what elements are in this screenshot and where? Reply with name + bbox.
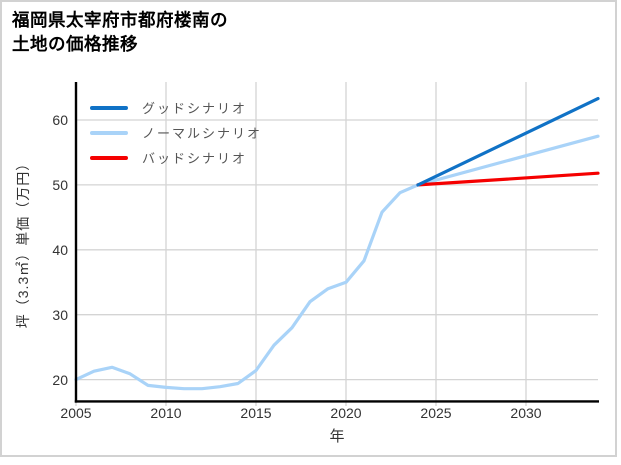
legend-swatch-normal [90,130,128,135]
series-line-good [416,96,600,187]
legend-item-normal: ノーマルシナリオ [90,120,262,145]
x-tick-2025: 2025 [420,405,452,421]
y-tick-30: 30 [52,307,68,323]
series-line-bad [416,171,600,187]
chart-title-line1: 福岡県太宰府市都府楼南の [12,10,228,30]
y-tick-40: 40 [52,242,68,258]
legend-item-bad: バッドシナリオ [90,145,262,170]
legend-swatch-good [90,105,128,110]
legend-label-bad: バッドシナリオ [142,151,248,166]
y-tick-50: 50 [52,177,68,193]
legend-swatch-bad [90,155,128,160]
x-tick-2005: 2005 [60,405,92,421]
x-tick-2015: 2015 [240,405,272,421]
legend-label-good: グッドシナリオ [142,101,248,116]
y-tick-60: 60 [52,112,68,128]
x-tick-2030: 2030 [510,405,542,421]
x-axis-label: 年 [329,428,345,445]
series-line-normal [74,134,600,391]
chart-title-line2: 土地の価格推移 [12,34,138,54]
y-tick-20: 20 [52,372,68,388]
x-tick-2020: 2020 [330,405,362,421]
legend-item-good: グッドシナリオ [90,95,262,120]
x-tick-2010: 2010 [150,405,182,421]
chart-legend: グッドシナリオ ノーマルシナリオ バッドシナリオ [90,95,262,170]
chart-title: 福岡県太宰府市都府楼南の 土地の価格推移 [12,8,228,56]
y-axis-label: 坪（3.3㎡）単価（万円） [15,155,31,329]
legend-label-normal: ノーマルシナリオ [142,126,263,141]
plot-svg [74,82,600,406]
chart-card: 福岡県太宰府市都府楼南の 土地の価格推移 グッドシナリオ ノーマルシナリオ バッ… [0,0,617,457]
